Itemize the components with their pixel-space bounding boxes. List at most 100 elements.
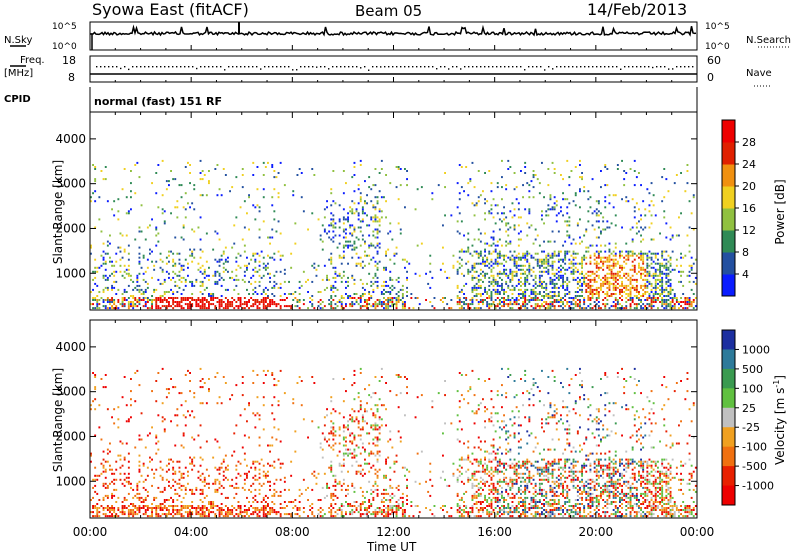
power-cell bbox=[191, 293, 194, 295]
power-cell bbox=[515, 266, 518, 269]
power-cell bbox=[551, 286, 554, 289]
nave-dot bbox=[592, 66, 594, 68]
power-cell bbox=[534, 280, 537, 283]
power-cell bbox=[364, 288, 366, 291]
power-cell bbox=[298, 286, 301, 289]
power-cell bbox=[241, 238, 244, 241]
power-cell bbox=[600, 260, 602, 263]
power-cell bbox=[524, 307, 527, 310]
power-cell bbox=[212, 274, 215, 277]
velocity-cell bbox=[155, 505, 158, 507]
power-cell bbox=[547, 168, 550, 170]
power-cell bbox=[644, 274, 647, 277]
velocity-cell bbox=[201, 386, 204, 389]
power-cell bbox=[321, 248, 324, 251]
nave-dot bbox=[468, 66, 470, 68]
velocity-cell bbox=[109, 482, 111, 485]
velocity-cell bbox=[296, 382, 299, 384]
power-cell bbox=[490, 305, 493, 308]
power-cell bbox=[490, 204, 493, 207]
power-cell bbox=[109, 234, 111, 237]
velocity-cell bbox=[149, 460, 151, 463]
power-cell bbox=[631, 238, 634, 241]
velocity-cell bbox=[359, 507, 362, 509]
velocity-cell bbox=[187, 505, 189, 507]
power-cell bbox=[560, 274, 562, 277]
power-cell bbox=[151, 250, 153, 253]
power-cell bbox=[254, 252, 257, 255]
power-cell bbox=[239, 254, 242, 257]
power-cell bbox=[184, 278, 187, 281]
nave-dot bbox=[508, 66, 510, 68]
power-cell bbox=[593, 293, 596, 295]
power-cell bbox=[448, 276, 451, 279]
power-cell bbox=[385, 216, 387, 219]
velocity-cell bbox=[94, 466, 97, 469]
power-cell bbox=[370, 284, 373, 287]
power-cell bbox=[222, 307, 225, 310]
power-cell bbox=[543, 270, 545, 273]
velocity-cell bbox=[332, 484, 335, 487]
velocity-cell bbox=[193, 438, 196, 441]
power-cell bbox=[562, 260, 564, 263]
power-cell bbox=[642, 295, 645, 297]
power-cell bbox=[623, 284, 626, 287]
velocity-cell bbox=[273, 509, 276, 511]
nave-dot bbox=[312, 66, 314, 68]
power-cell bbox=[585, 291, 588, 293]
velocity-cell bbox=[222, 478, 225, 481]
power-cell bbox=[517, 244, 520, 247]
power-cell bbox=[302, 303, 305, 306]
velocity-cell bbox=[218, 486, 221, 489]
velocity-cell bbox=[94, 374, 97, 376]
power-cell bbox=[157, 232, 160, 235]
power-cell bbox=[650, 288, 653, 291]
power-cell bbox=[602, 268, 605, 271]
power-cell bbox=[650, 214, 653, 217]
power-cell bbox=[538, 280, 541, 283]
power-cell bbox=[665, 307, 668, 310]
velocity-cell bbox=[125, 442, 128, 445]
velocity-cell bbox=[113, 472, 116, 475]
velocity-cell bbox=[165, 513, 168, 516]
power-cell bbox=[568, 184, 571, 187]
power-cell bbox=[246, 266, 248, 269]
power-cell bbox=[595, 266, 598, 269]
power-cell bbox=[496, 252, 499, 255]
power-cell bbox=[640, 307, 642, 310]
velocity-cell bbox=[264, 494, 267, 497]
power-cell bbox=[692, 194, 695, 197]
power-cell bbox=[484, 262, 486, 265]
power-cell bbox=[178, 274, 181, 277]
velocity-cell bbox=[180, 404, 183, 407]
power-cell bbox=[659, 301, 661, 303]
power-cell bbox=[597, 268, 600, 271]
power-cell bbox=[113, 214, 116, 217]
velocity-cell bbox=[208, 515, 210, 518]
power-cell bbox=[374, 236, 377, 239]
power-cell bbox=[146, 282, 149, 285]
velocity-cell bbox=[332, 438, 335, 441]
nave-dot bbox=[660, 66, 662, 68]
velocity-cell bbox=[178, 494, 181, 497]
power-cell bbox=[625, 258, 628, 261]
power-cell bbox=[395, 307, 398, 310]
power-cell bbox=[534, 307, 537, 310]
power-cell bbox=[210, 293, 212, 295]
power-cell bbox=[174, 264, 177, 267]
power-cell bbox=[566, 230, 569, 233]
power-cell bbox=[619, 250, 621, 253]
power-cell bbox=[507, 168, 510, 170]
power-cell bbox=[532, 266, 535, 269]
velocity-cell bbox=[330, 460, 333, 463]
velocity-cell bbox=[269, 511, 271, 514]
power-cell bbox=[174, 280, 177, 283]
power-cell bbox=[661, 264, 664, 267]
power-cell bbox=[340, 301, 343, 303]
power-cell bbox=[98, 303, 101, 306]
power-cell bbox=[492, 242, 495, 245]
power-cell bbox=[534, 238, 537, 241]
power-cell bbox=[380, 168, 383, 170]
power-cell bbox=[178, 278, 181, 281]
